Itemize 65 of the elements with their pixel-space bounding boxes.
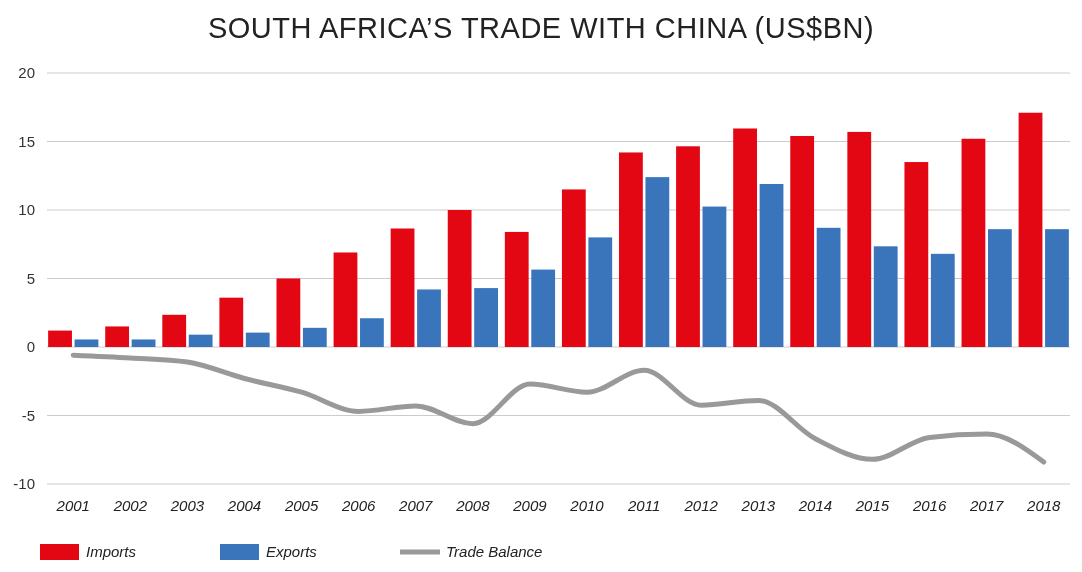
bar xyxy=(474,288,498,347)
legend-label: Exports xyxy=(266,543,318,560)
bar xyxy=(619,152,643,347)
y-tick-label: -5 xyxy=(21,406,35,424)
x-tick-label: 2016 xyxy=(911,497,947,514)
bar xyxy=(1018,112,1043,347)
bar xyxy=(987,229,1012,347)
bar xyxy=(162,314,187,347)
bar xyxy=(847,131,872,347)
y-tick-label: 15 xyxy=(18,132,35,150)
y-tick-label: -10 xyxy=(13,475,35,493)
x-tick-label: 2005 xyxy=(283,497,319,514)
x-tick-label: 2004 xyxy=(226,497,262,514)
legend-label: Trade Balance xyxy=(446,543,543,560)
bar xyxy=(276,278,301,347)
y-tick-label: 0 xyxy=(26,338,35,356)
bar xyxy=(531,269,556,347)
bar xyxy=(333,252,358,347)
bar xyxy=(447,210,472,347)
bar xyxy=(245,332,270,347)
x-tick-label: 2003 xyxy=(169,497,205,514)
bar xyxy=(131,339,156,347)
bar xyxy=(702,206,727,347)
x-tick-label: 2010 xyxy=(569,497,605,514)
bar xyxy=(360,318,384,347)
x-tick-label: 2001 xyxy=(55,497,90,514)
bar xyxy=(645,177,670,347)
bar xyxy=(390,228,415,347)
bar xyxy=(561,189,586,347)
x-tick-label: 2006 xyxy=(341,497,377,514)
y-tick-label: 20 xyxy=(18,64,35,82)
bar xyxy=(48,330,72,347)
bar xyxy=(816,227,841,347)
x-tick-label: 2013 xyxy=(740,497,776,514)
x-tick-label: 2018 xyxy=(1026,497,1062,514)
bar xyxy=(417,289,441,347)
x-tick-label: 2002 xyxy=(112,497,148,514)
x-tick-label: 2012 xyxy=(683,497,719,514)
x-tick-label: 2008 xyxy=(455,497,491,514)
bar xyxy=(733,128,757,347)
legend-label: Imports xyxy=(86,543,137,560)
bar xyxy=(1045,229,1069,347)
x-tick-label: 2015 xyxy=(854,497,890,514)
x-tick-label: 2009 xyxy=(512,497,548,514)
bar xyxy=(790,136,815,347)
bar xyxy=(676,146,700,347)
bar xyxy=(74,339,99,347)
x-tick-label: 2017 xyxy=(968,497,1004,514)
x-tick-label: 2011 xyxy=(627,497,661,514)
bar xyxy=(588,237,613,347)
y-tick-label: 10 xyxy=(18,201,35,219)
y-tick-label: 5 xyxy=(26,269,35,287)
bar xyxy=(219,297,244,347)
bar xyxy=(904,162,929,347)
bar xyxy=(105,326,130,347)
chart-title: SOUTH AFRICA’S TRADE WITH CHINA (US$BN) xyxy=(207,12,875,44)
x-tick-label: 2014 xyxy=(797,497,833,514)
bar xyxy=(759,183,784,347)
bar xyxy=(961,138,986,347)
bar xyxy=(504,231,529,347)
x-tick-label: 2007 xyxy=(398,497,434,514)
bar xyxy=(302,327,327,347)
bar xyxy=(188,334,213,347)
bar xyxy=(873,246,898,347)
bar xyxy=(930,253,955,347)
